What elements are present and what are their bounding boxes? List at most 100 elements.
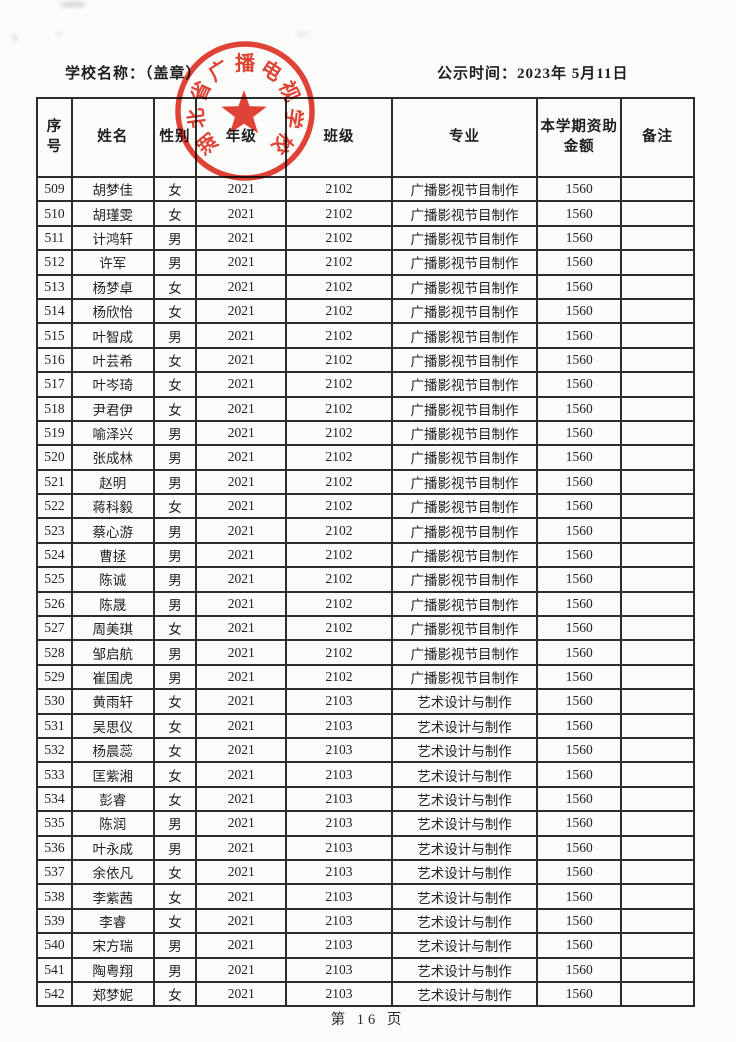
table-cell: 2021	[195, 175, 288, 203]
table-row: 523 蔡心游男 2021 2102 广播影视节目制作 1560	[36, 517, 695, 544]
table-cell: 1560	[536, 566, 623, 593]
table-row: 516 叶芸希女 2021 2102 广播影视节目制作 1560	[36, 346, 695, 374]
table-row: 536 叶永成男 2021 2103 艺术设计与制作 1560	[36, 834, 695, 861]
table-row: 537 余依凡女 2021 2103 艺术设计与制作 1560	[36, 858, 695, 886]
table-cell: 2021	[195, 200, 288, 227]
table-cell: 1560	[536, 761, 623, 788]
table-cell: 2021	[195, 834, 288, 861]
table-cell: 女	[152, 200, 198, 227]
table-row: 542 郑梦妮女 2021 2103 艺术设计与制作 1560	[36, 980, 695, 1008]
table-cell: 2102	[285, 273, 393, 300]
table-cell: 胡梦佳	[70, 175, 155, 203]
table-cell: 男	[152, 590, 198, 618]
table-cell: 女	[152, 175, 198, 203]
table-cell: 1560	[536, 419, 623, 447]
table-cell: 1560	[536, 810, 623, 837]
table-row: 509 胡梦佳女 2021 2102 广播影视节目制作 1560	[36, 175, 695, 203]
table-cell: 男	[152, 566, 198, 593]
table-cell: 陈诚	[70, 566, 155, 593]
table-cell: 2103	[285, 932, 393, 959]
table-cell: 1560	[536, 249, 623, 276]
school-name-value: （盖章）	[145, 66, 202, 82]
table-cell	[620, 956, 695, 983]
table-cell: 1560	[536, 615, 623, 642]
table-cell: 2021	[195, 980, 288, 1008]
table-row: 525 陈诚男 2021 2102 广播影视节目制作 1560	[36, 566, 695, 593]
table-cell: 2102	[285, 444, 393, 471]
table-cell: 叶智成	[70, 322, 155, 349]
table-cell: 2102	[285, 590, 393, 618]
table-cell: 510	[36, 200, 73, 227]
table-cell: 2021	[195, 517, 288, 544]
table-cell	[620, 712, 695, 740]
table-cell: 527	[36, 615, 73, 642]
table-cell: 男	[152, 932, 198, 959]
table-cell: 1560	[536, 395, 623, 422]
table-cell: 1560	[536, 907, 623, 935]
table-cell: 2103	[285, 956, 393, 983]
table-cell: 1560	[536, 346, 623, 374]
table-row: 531 吴思仪女 2021 2103 艺术设计与制作 1560	[36, 712, 695, 740]
table-cell	[620, 273, 695, 300]
table-cell	[620, 932, 695, 959]
table-row: 524 曹拯男 2021 2102 广播影视节目制作 1560	[36, 541, 695, 569]
table-cell: 509	[36, 175, 73, 203]
table-cell: 女	[152, 858, 198, 886]
table-cell: 2021	[195, 907, 288, 935]
column-header: 备注	[620, 97, 695, 178]
table-cell: 杨梦卓	[70, 273, 155, 300]
table-cell: 2021	[195, 444, 288, 471]
table-cell: 2103	[285, 712, 393, 740]
table-cell: 邹启航	[70, 639, 155, 666]
table-row: 530 黄雨轩女 2021 2103 艺术设计与制作 1560	[36, 688, 695, 715]
table-cell: 529	[36, 663, 73, 691]
table-cell: 1560	[536, 200, 623, 227]
table-cell: 尹君伊	[70, 395, 155, 422]
table-cell: 男	[152, 468, 198, 496]
table-cell: 1560	[536, 956, 623, 983]
table-cell: 1560	[536, 590, 623, 618]
table-cell	[620, 346, 695, 374]
table-cell: 胡瑾雯	[70, 200, 155, 227]
table-cell: 广播影视节目制作	[390, 566, 539, 593]
table-cell: 2021	[195, 371, 288, 398]
table-cell: 522	[36, 493, 73, 520]
table-row: 517 叶岑琦女 2021 2102 广播影视节目制作 1560	[36, 371, 695, 398]
table-cell: 2021	[195, 761, 288, 788]
table-cell: 528	[36, 639, 73, 666]
table-row: 520 张成林男 2021 2102 广播影视节目制作 1560	[36, 444, 695, 471]
table-cell	[620, 566, 695, 593]
table-cell: 广播影视节目制作	[390, 273, 539, 300]
table-row: 538 李紫茜女 2021 2103 艺术设计与制作 1560	[36, 883, 695, 910]
table-cell: 广播影视节目制作	[390, 468, 539, 496]
table-cell	[620, 371, 695, 398]
table-cell: 2102	[285, 322, 393, 349]
table-cell: 广播影视节目制作	[390, 224, 539, 252]
table-row: 529 崔国虎男 2021 2102 广播影视节目制作 1560	[36, 663, 695, 691]
table-cell: 广播影视节目制作	[390, 419, 539, 447]
table-cell: 1560	[536, 639, 623, 666]
school-name-line: 学校名称：（盖章）	[65, 62, 202, 83]
column-header: 序号	[36, 97, 73, 178]
table-row: 527 周美琪女 2021 2102 广播影视节目制作 1560	[36, 615, 695, 642]
table-cell: 2103	[285, 834, 393, 861]
table-cell	[620, 736, 695, 764]
table-cell: 男	[152, 224, 198, 252]
table-cell: 男	[152, 249, 198, 276]
table-cell: 广播影视节目制作	[390, 517, 539, 544]
table-cell: 2021	[195, 736, 288, 764]
table-cell: 1560	[536, 663, 623, 691]
table-cell: 艺术设计与制作	[390, 810, 539, 837]
table-row: 534 彭睿女 2021 2103 艺术设计与制作 1560	[36, 785, 695, 813]
table-cell	[620, 590, 695, 618]
table-cell: 516	[36, 346, 73, 374]
table-cell: 2102	[285, 419, 393, 447]
table-cell: 叶岑琦	[70, 371, 155, 398]
table-cell: 广播影视节目制作	[390, 444, 539, 471]
column-header: 专业	[390, 97, 539, 178]
table-cell	[620, 175, 695, 203]
table-cell: 2021	[195, 688, 288, 715]
table-cell: 彭睿	[70, 785, 155, 813]
table-cell: 女	[152, 736, 198, 764]
